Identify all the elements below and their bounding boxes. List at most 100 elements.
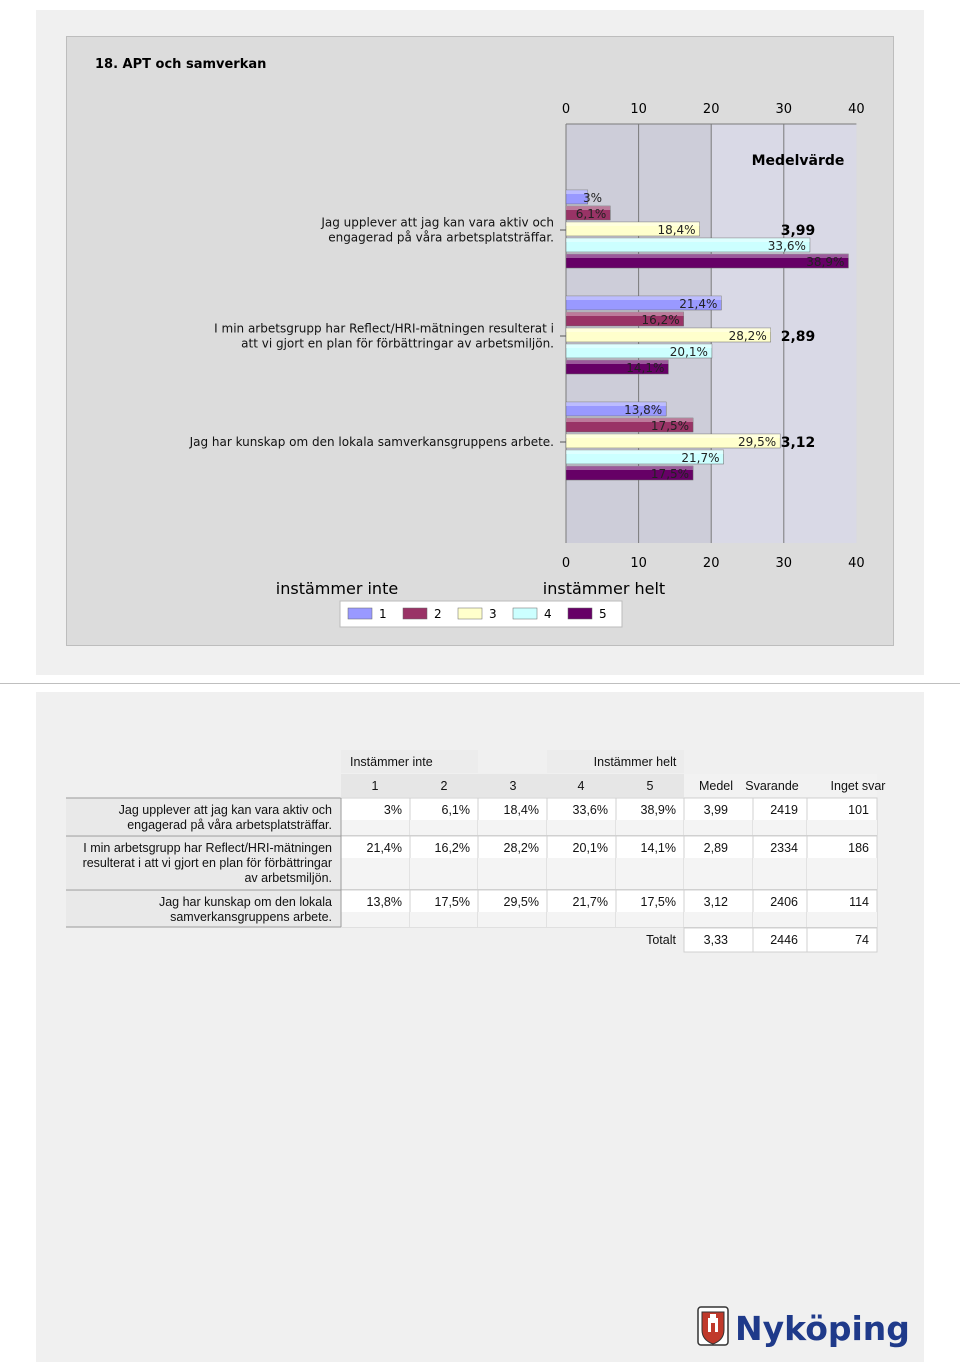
table-cell-value: 2,89 — [704, 841, 728, 855]
table-cell-value: 3,12 — [704, 895, 728, 909]
column-header: 5 — [647, 779, 654, 793]
bar — [565, 205, 611, 221]
bar — [565, 189, 589, 205]
column-header: Inget svar — [831, 779, 886, 793]
column-header-cell — [616, 774, 684, 797]
table-cell-value: 17,5% — [435, 895, 470, 909]
table-cell-lower — [616, 912, 684, 927]
bar-highlight — [566, 328, 771, 332]
bar-highlight — [566, 402, 667, 406]
bar-value-label: 18,4% — [657, 223, 695, 237]
group-header-high: Instämmer helt — [594, 755, 677, 769]
table-cell-lower — [807, 820, 877, 835]
table-cell-lower — [410, 912, 478, 927]
bar-highlight — [566, 360, 669, 364]
table-cell-lower — [478, 858, 547, 889]
table-cell-lower — [684, 912, 753, 927]
bar-value-label: 20,1% — [670, 345, 708, 359]
bar — [565, 327, 771, 343]
table-cell-lower — [684, 858, 753, 889]
bar — [565, 449, 724, 465]
table-cell-lower — [547, 912, 616, 927]
bar — [565, 433, 781, 449]
table-cell-lower — [753, 912, 807, 927]
table-cell-value: 33,6% — [573, 803, 608, 817]
row-label: av arbetsmiljön. — [244, 871, 332, 885]
table-cell-lower — [616, 820, 684, 835]
total-value: 74 — [855, 933, 869, 947]
bar-chart: 18. APT och samverkan 0 0 10 10 20 20 30 30 40 40 M… — [95, 57, 865, 628]
table-cell-value: 28,2% — [504, 841, 539, 855]
column-header: 3 — [510, 779, 517, 793]
bar-highlight — [566, 190, 588, 194]
chart-frame: 18. APT och samverkan 0 0 10 10 20 20 30 30 40 40 M… — [66, 36, 894, 646]
table-cell-lower — [547, 820, 616, 835]
column-header-cell — [807, 774, 877, 797]
bar — [565, 237, 811, 253]
table-cell-lower — [341, 858, 410, 889]
results-table: Instämmer inte Instämmer helt 1 2 3 4 5 Medel Sv… — [66, 750, 886, 953]
chart-title: 18. APT och samverkan — [95, 57, 266, 72]
table-cell-lower — [341, 912, 410, 927]
group-header-cell — [341, 750, 478, 773]
table-cell-lower — [547, 858, 616, 889]
municipal-crest-icon — [697, 1306, 729, 1346]
mean-value: 3,99 — [781, 223, 816, 239]
table-cell-value: 114 — [849, 895, 869, 909]
legend-label: 5 — [599, 607, 607, 621]
bar-value-label: 17,5% — [651, 467, 689, 481]
bar-highlight — [566, 222, 700, 226]
table-cell-value: 38,9% — [641, 803, 676, 817]
legend-label: 4 — [544, 607, 552, 621]
bar — [565, 359, 669, 375]
column-header-cell — [547, 774, 616, 797]
legend-label: 3 — [489, 607, 497, 621]
category-label: I min arbetsgrupp har Reflect/HRI-mätnin… — [214, 322, 554, 336]
scale-high-label: instämmer helt — [543, 579, 665, 598]
column-header-cell — [684, 774, 753, 797]
x-tick-label-top: 20 — [703, 102, 720, 117]
bar-value-label: 3% — [583, 191, 602, 205]
legend-swatch — [567, 607, 593, 620]
table-cell-value: 3% — [384, 803, 402, 817]
table-cell-value: 2406 — [770, 895, 798, 909]
bar — [565, 253, 849, 269]
table-cell-value: 29,5% — [504, 895, 539, 909]
row-label: I min arbetsgrupp har Reflect/HRI-mätnin… — [83, 841, 332, 855]
mean-value: 2,89 — [781, 329, 816, 345]
category-label: att vi gjort en plan för förbättringar a… — [241, 337, 554, 351]
column-header: 4 — [578, 779, 585, 793]
bar-highlight — [566, 206, 611, 210]
mean-header: Medelvärde — [752, 153, 845, 169]
bar-value-label: 6,1% — [576, 207, 607, 221]
table-cell-lower — [807, 858, 877, 889]
column-header-cell — [341, 774, 410, 797]
bar — [565, 295, 722, 311]
results-table-wrap: Instämmer inte Instämmer helt 1 2 3 4 5 Medel Sv… — [66, 750, 896, 963]
bar-highlight — [566, 466, 694, 470]
total-value: 3,33 — [704, 933, 728, 947]
table-cell-lower — [410, 820, 478, 835]
table-cell-lower — [753, 858, 807, 889]
table-cell-value: 21,4% — [367, 841, 402, 855]
bar-value-label: 33,6% — [768, 239, 806, 253]
x-tick-label-top: 40 — [848, 102, 865, 117]
table-cell-value: 16,2% — [435, 841, 470, 855]
bar — [565, 221, 700, 237]
legend-swatch — [347, 607, 373, 620]
bar-highlight — [566, 418, 694, 422]
row-label: Jag har kunskap om den lokala — [159, 895, 332, 909]
bar-value-label: 28,2% — [729, 329, 767, 343]
row-label: resulterat i att vi gjort en plan för fö… — [83, 856, 332, 870]
row-label-cell — [66, 798, 341, 835]
table-cell-lower — [478, 912, 547, 927]
table-cell-lower — [684, 820, 753, 835]
column-header: Svarande — [745, 779, 799, 793]
x-tick-label-bottom: 40 — [848, 556, 865, 571]
bar-value-label: 21,7% — [681, 451, 719, 465]
table-cell-lower — [807, 912, 877, 927]
logo-graphic: Nyköping — [697, 1306, 910, 1348]
table-cell-lower — [410, 858, 478, 889]
row-label: Jag upplever att jag kan vara aktiv och — [119, 803, 332, 817]
table-cell-value: 2334 — [770, 841, 798, 855]
